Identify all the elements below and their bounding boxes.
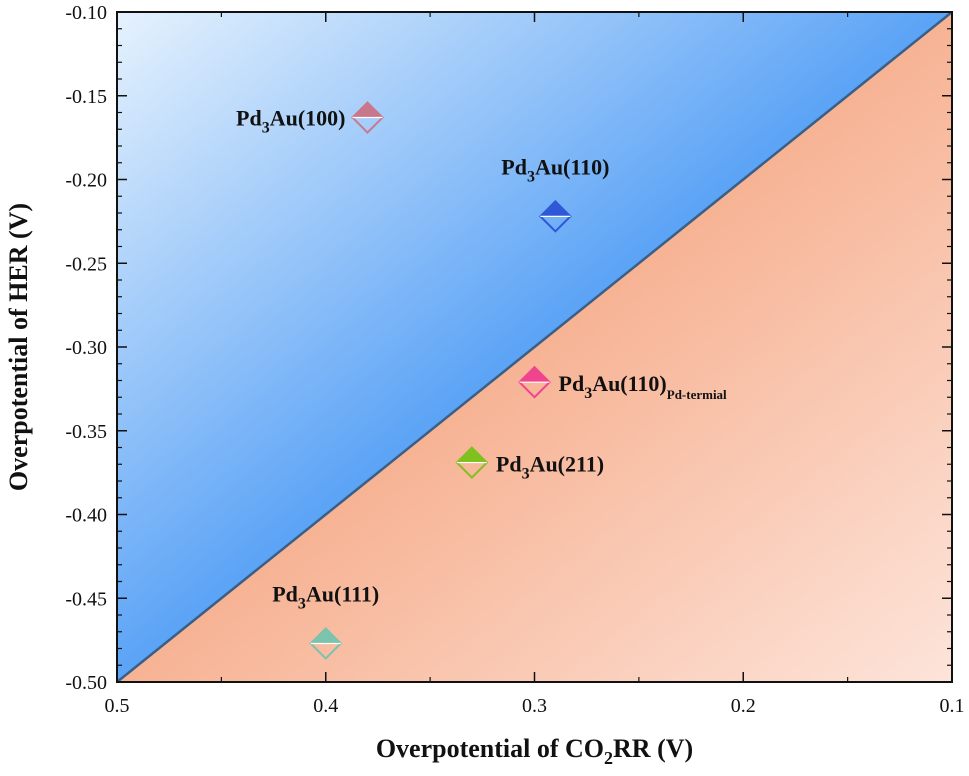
equal-overpotential-line	[116, 11, 953, 683]
y-tick-label: -0.20	[65, 170, 107, 192]
data-point-label-main: Pd	[496, 452, 522, 477]
data-point-top-fill	[456, 447, 487, 463]
x-axis-title-main: Overpotential of CO	[376, 734, 604, 763]
data-point-label-subscript: 3	[298, 595, 306, 612]
x-axis-tick-labels: 0.5 0.4 0.3 0.2 0.1	[105, 695, 965, 717]
data-point-top-fill	[540, 201, 571, 217]
y-tick-label: -0.10	[65, 2, 107, 24]
data-point-outline	[455, 446, 489, 479]
data-point-label-tail: Au(100)	[270, 106, 346, 131]
data-point-label-main: Pd	[501, 154, 527, 179]
data-point-label-subscript: 3	[527, 168, 535, 185]
data-point-top-fill	[352, 102, 383, 118]
x-tick-label: 0.5	[105, 695, 130, 717]
data-point-label: Pd3Au(111)	[272, 581, 379, 612]
data-point-outline	[518, 365, 551, 399]
data-point-label: Pd3Au(110)Pd-termial	[559, 371, 728, 402]
x-tick-label: 0.1	[940, 695, 965, 717]
y-tick-label: -0.45	[65, 588, 107, 610]
y-tick-label: -0.35	[65, 421, 107, 443]
y-tick-label: -0.50	[65, 672, 107, 694]
y-tick-label: -0.40	[65, 505, 107, 527]
y-axis-title: Overpotential of HER (V)	[4, 203, 33, 491]
y-tick-label: -0.25	[65, 253, 107, 275]
y-axis-tick-labels: -0.10 -0.15 -0.20 -0.25 -0.30 -0.35 -0.40 -0.45…	[65, 2, 107, 694]
data-point-labels: Pd3Au(100)Pd3Au(110)Pd3Au(110)Pd-termial…	[236, 106, 727, 613]
data-point	[518, 365, 551, 399]
x-axis-title-tail: RR (V)	[613, 734, 693, 763]
data-point	[538, 199, 572, 233]
data-point-label: Pd3Au(110)	[501, 154, 609, 185]
data-points	[309, 101, 572, 660]
plot-frame	[116, 11, 953, 683]
data-point-label-main: Pd	[236, 106, 262, 131]
x-tick-label: 0.4	[313, 695, 338, 717]
data-point-label-tail: Au(211)	[530, 452, 605, 477]
y-tick-label: -0.15	[65, 86, 107, 108]
data-point-label-subscript: 3	[584, 385, 592, 402]
x-axis-title: Overpotential of CO2RR (V)	[376, 734, 693, 768]
data-point-label: Pd3Au(100)	[236, 106, 345, 137]
data-point-label-subscript: 3	[262, 120, 270, 137]
data-point-label-main: Pd	[559, 371, 585, 396]
data-point-label-tail: Au(110)	[592, 371, 667, 396]
data-point-label-tail: Au(111)	[306, 581, 379, 606]
data-point	[455, 446, 489, 479]
data-point-label-subscript: 3	[522, 466, 530, 483]
data-point-label-trailing-subscript: Pd-termial	[667, 387, 727, 402]
data-point-top-fill	[519, 367, 550, 383]
data-point-outline	[351, 101, 384, 134]
data-point-top-fill	[310, 628, 341, 644]
data-point-outline	[538, 199, 572, 233]
data-point-label: Pd3Au(211)	[496, 452, 604, 483]
y-tick-label: -0.30	[65, 337, 107, 359]
x-axis-title-subscript: 2	[604, 748, 613, 768]
data-point-label-tail: Au(110)	[535, 154, 610, 179]
data-point-label-main: Pd	[272, 581, 298, 606]
data-point-outline	[309, 627, 343, 660]
x-tick-label: 0.2	[731, 695, 756, 717]
data-point	[309, 627, 343, 660]
x-tick-label: 0.3	[522, 695, 547, 717]
data-point	[351, 101, 384, 134]
